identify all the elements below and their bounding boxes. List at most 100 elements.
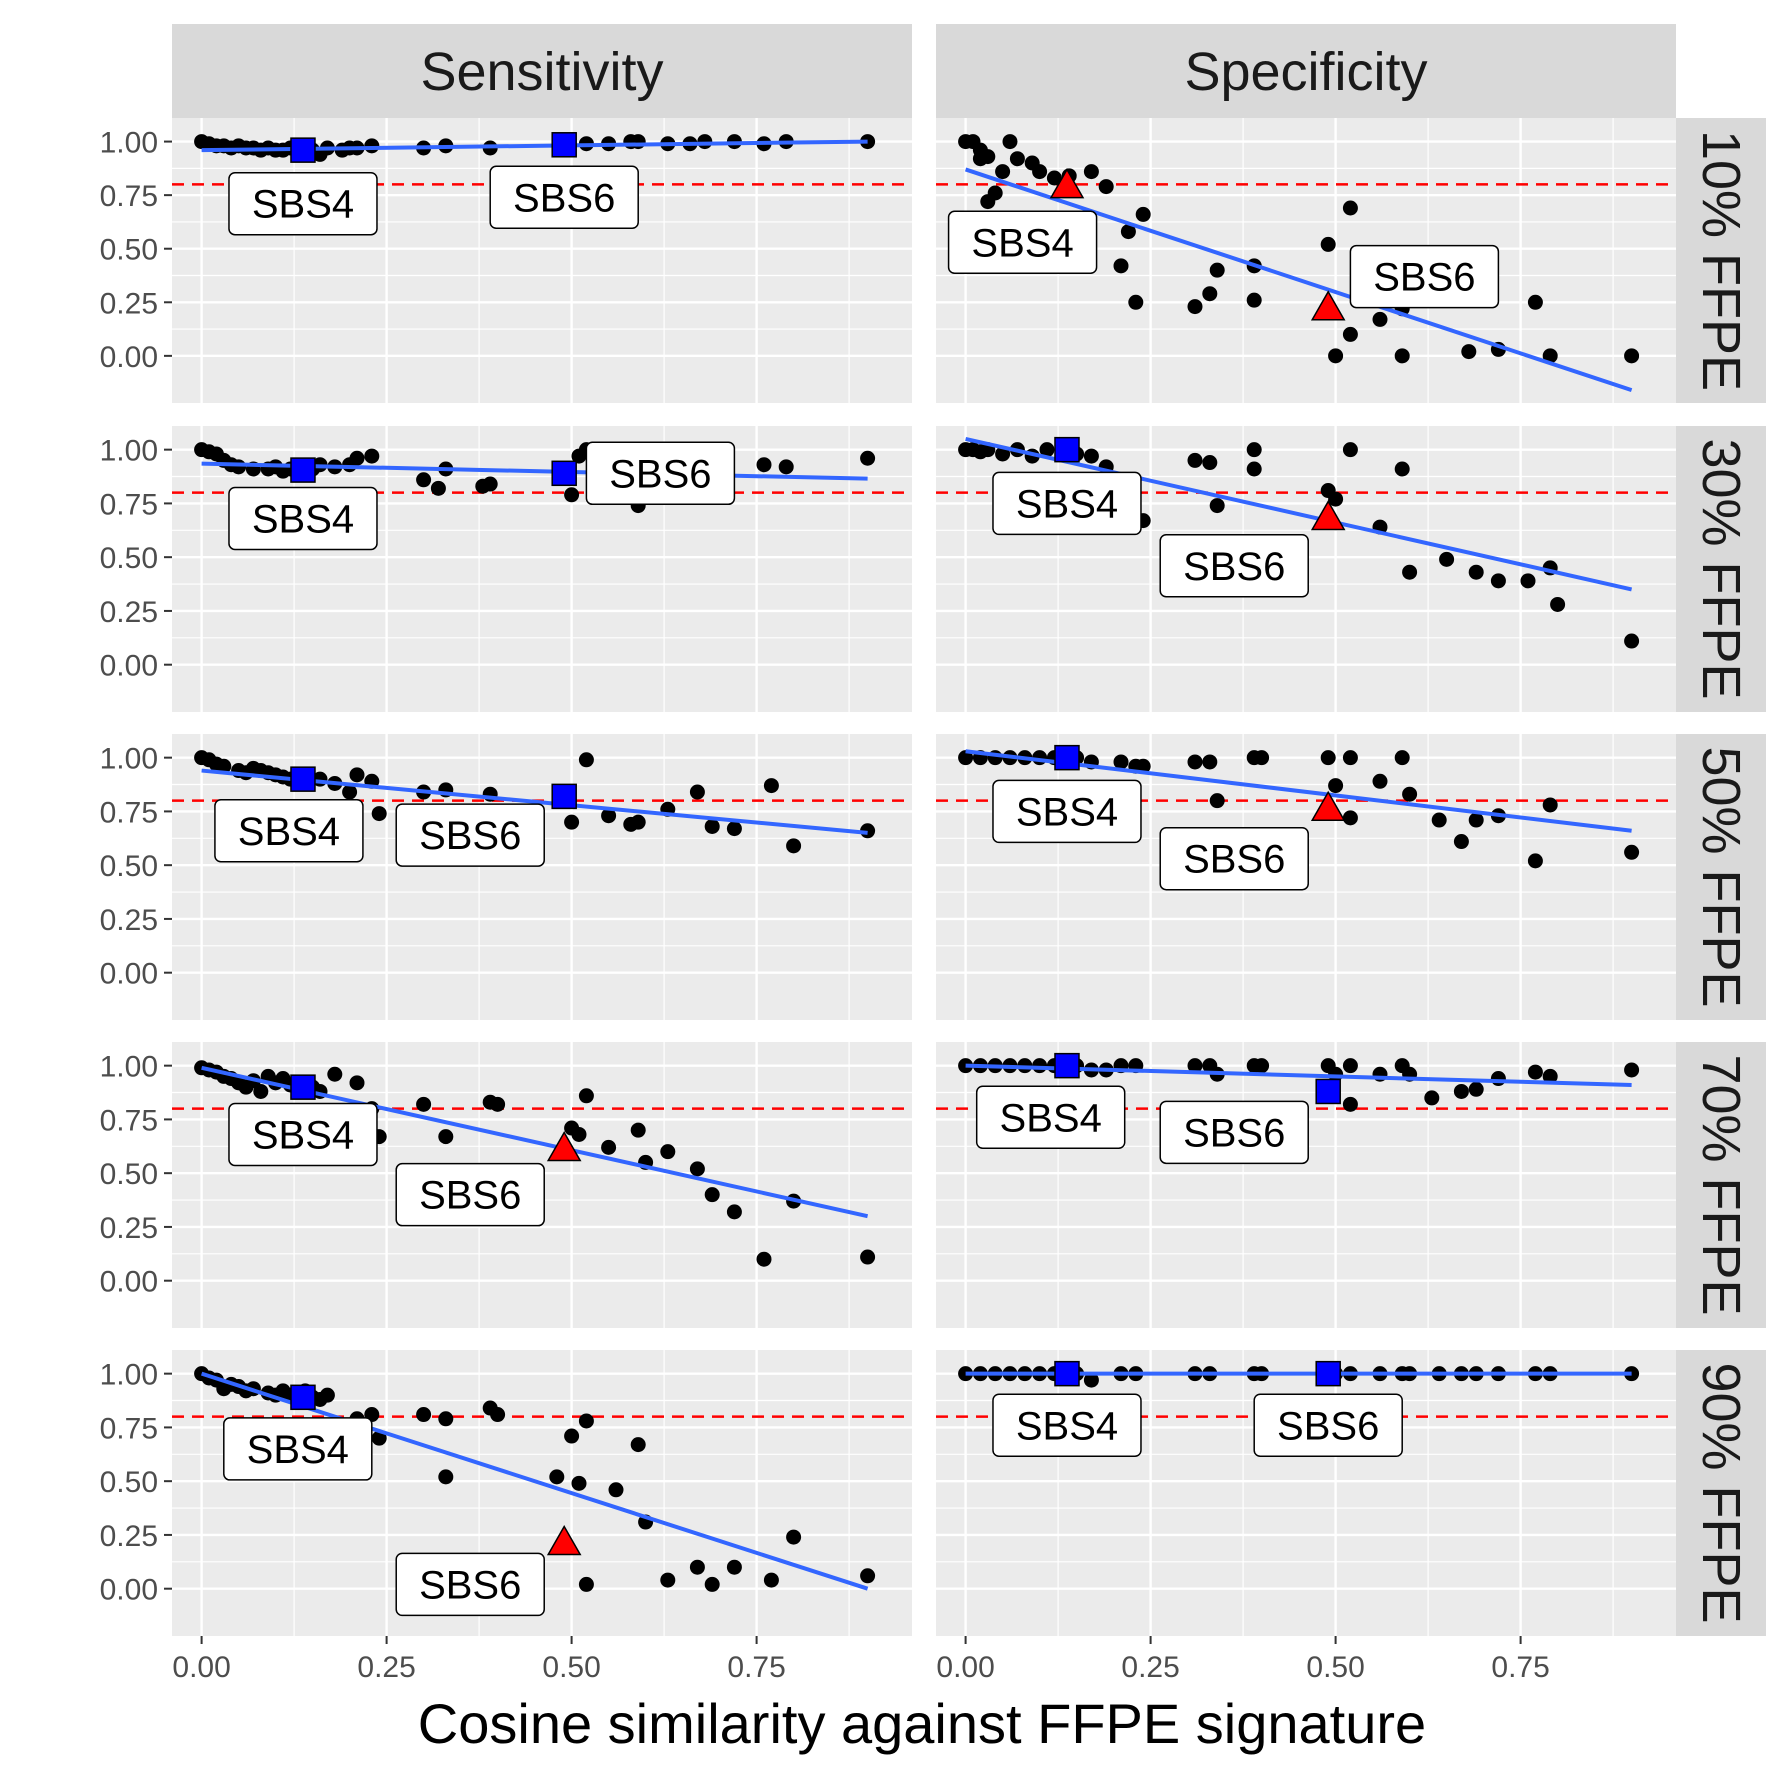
column-strip-label: Sensitivity xyxy=(420,42,663,102)
sbs6-label: SBS6 xyxy=(1183,838,1285,882)
sbs6-label: SBS6 xyxy=(609,452,711,496)
panel-background xyxy=(172,118,912,403)
data-point xyxy=(319,1387,335,1403)
data-point xyxy=(1254,750,1270,766)
data-point xyxy=(1527,294,1543,310)
sbs4-square-marker xyxy=(1054,1052,1080,1079)
sbs4-label: SBS4 xyxy=(252,497,354,541)
data-point xyxy=(1468,564,1484,580)
data-point xyxy=(1342,1096,1358,1112)
data-point xyxy=(1187,299,1203,315)
data-point xyxy=(704,1187,720,1203)
data-point xyxy=(1246,461,1262,477)
y-tick-label: 0.00 xyxy=(100,1266,158,1299)
sbs4-square-marker xyxy=(1054,1360,1080,1387)
data-point xyxy=(689,784,705,800)
data-point xyxy=(1542,1068,1558,1084)
data-point xyxy=(1128,294,1144,310)
data-point xyxy=(601,1139,617,1155)
data-point xyxy=(1039,442,1055,458)
y-tick-label: 0.75 xyxy=(100,1412,158,1445)
data-point xyxy=(1394,461,1410,477)
panel-background xyxy=(936,1350,1676,1636)
sbs6-label: SBS6 xyxy=(419,1174,521,1218)
x-tick-label: 0.00 xyxy=(172,1651,230,1684)
sbs4-label-box xyxy=(228,171,378,236)
sbs6-square-marker xyxy=(1315,1078,1341,1105)
data-point xyxy=(416,1407,432,1423)
y-tick-label: 0.00 xyxy=(100,650,158,683)
data-point xyxy=(1328,491,1344,507)
data-point xyxy=(1542,797,1558,813)
y-tick-label: 1.00 xyxy=(100,1051,158,1084)
data-point xyxy=(490,1407,506,1423)
data-point xyxy=(1461,344,1477,360)
data-point xyxy=(786,838,802,854)
panel-sensitivity-50: SBS4 SBS6 xyxy=(172,734,912,1020)
data-point xyxy=(1424,1090,1440,1106)
sbs4-label: SBS4 xyxy=(1016,790,1118,834)
data-point xyxy=(1342,200,1358,216)
data-point xyxy=(371,1430,387,1446)
sbs6-label: SBS6 xyxy=(1183,545,1285,589)
data-point xyxy=(860,1249,876,1265)
y-tick-label: 0.25 xyxy=(100,1212,158,1245)
y-tick-label: 0.00 xyxy=(100,341,158,374)
data-point xyxy=(371,806,387,822)
data-point xyxy=(1527,853,1543,869)
data-point xyxy=(1520,573,1536,589)
data-point xyxy=(786,1529,802,1545)
data-point xyxy=(601,808,617,824)
data-point xyxy=(1468,812,1484,828)
data-point xyxy=(1202,754,1218,770)
data-point xyxy=(349,1075,365,1091)
data-point xyxy=(416,472,432,488)
sbs4-label: SBS4 xyxy=(252,1113,354,1157)
sbs6-label-box xyxy=(1159,1100,1309,1165)
y-tick-label: 0.50 xyxy=(100,850,158,883)
sbs4-square-marker xyxy=(290,457,316,483)
sbs6-label-box xyxy=(1159,534,1309,598)
data-point xyxy=(1098,179,1114,195)
panel-specificity-10: SBS4 SBS6 xyxy=(936,118,1676,403)
sbs4-label-box xyxy=(228,486,378,551)
sbs4-label-box xyxy=(992,471,1142,536)
data-point xyxy=(1402,564,1418,580)
sbs4-square-marker xyxy=(1054,744,1080,771)
row-strip-label: 90% FFPE xyxy=(1691,1362,1751,1623)
y-tick-label: 0.25 xyxy=(100,1520,158,1553)
data-point xyxy=(1624,1062,1640,1078)
data-point xyxy=(1431,812,1447,828)
data-point xyxy=(571,1126,587,1142)
data-point xyxy=(1246,442,1262,458)
x-tick-label: 0.75 xyxy=(1491,1651,1549,1684)
data-point xyxy=(253,1083,269,1099)
data-point xyxy=(349,767,365,783)
x-tick-label: 0.50 xyxy=(1306,1651,1364,1684)
sbs6-square-marker xyxy=(551,460,577,487)
row-strip-label: 30% FFPE xyxy=(1691,438,1751,699)
sbs4-label-box xyxy=(947,210,1098,275)
data-point xyxy=(231,459,247,475)
row-strip-label: 70% FFPE xyxy=(1691,1054,1751,1315)
y-tick-label: 0.00 xyxy=(100,1574,158,1607)
x-tick-label: 0.25 xyxy=(357,1651,415,1684)
panel-specificity-90: SBS4 SBS6 xyxy=(936,1350,1676,1636)
data-point xyxy=(995,164,1011,180)
data-point xyxy=(1002,134,1018,150)
panel-sensitivity-70: SBS4 SBS6 xyxy=(172,1042,912,1328)
data-point xyxy=(1402,786,1418,802)
sbs4-label: SBS4 xyxy=(1016,482,1118,526)
data-point xyxy=(763,1572,779,1588)
sbs4-square-marker xyxy=(290,1074,316,1100)
data-point xyxy=(763,778,779,794)
y-tick-label: 0.75 xyxy=(100,796,158,829)
y-tick-label: 0.25 xyxy=(100,904,158,937)
sbs6-label: SBS6 xyxy=(1277,1404,1379,1448)
data-point xyxy=(438,1129,454,1145)
data-point xyxy=(689,1559,705,1575)
y-tick-label: 1.00 xyxy=(100,435,158,468)
data-point xyxy=(482,476,498,492)
data-point xyxy=(1394,750,1410,766)
data-point xyxy=(430,480,446,496)
